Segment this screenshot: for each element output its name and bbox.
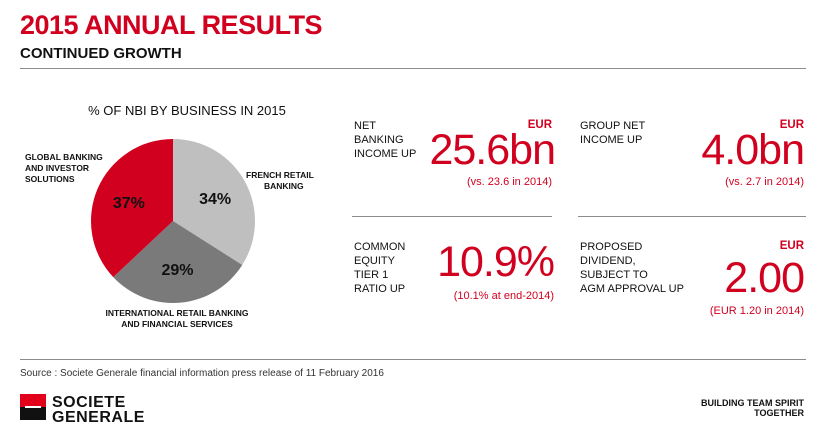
- label-global-line-3: SOLUTIONS: [25, 174, 75, 184]
- label-french-line-2: BANKING: [264, 181, 304, 191]
- nbi-pie-chart: 34% 29% 37%: [90, 139, 255, 303]
- kpi-nbi-note: (vs. 23.6 in 2014): [467, 176, 552, 188]
- kpi-nbi-label-line: BANKING: [354, 134, 404, 146]
- tagline-line-2: TOGETHER: [754, 408, 804, 418]
- kpi-cet1-label-line: TIER 1: [354, 269, 389, 281]
- footer-divider: [20, 359, 806, 360]
- logo-black-block: [20, 407, 46, 420]
- kpi-cet1-label-line: RATIO UP: [354, 283, 406, 295]
- kpi-cet1-label-line: EQUITY: [354, 255, 395, 267]
- societe-generale-logo-icon: [20, 394, 46, 420]
- kpi-cet1-label-line: COMMON: [354, 241, 406, 253]
- page-subtitle: CONTINUED GROWTH: [20, 45, 182, 62]
- kpi-nbi-label-line: INCOME UP: [354, 148, 417, 160]
- kpi-dividend-label-line: SUBJECT TO: [580, 269, 648, 281]
- slice-french-retail: [173, 139, 255, 265]
- kpi-gni-label-line: GROUP NET: [580, 120, 646, 132]
- value-label-international-retail: 29%: [161, 262, 193, 279]
- kpi-nbi-label: NET BANKING INCOME UP: [354, 119, 416, 161]
- value-label-french-retail: 34%: [199, 191, 231, 208]
- logo-white-bar: [25, 406, 41, 408]
- logo-text-line-1: SOCIETE: [52, 394, 126, 411]
- kpi-gni-label: GROUP NET INCOME UP: [580, 119, 645, 147]
- kpi-dividend-label: PROPOSED DIVIDEND, SUBJECT TO AGM APPROV…: [580, 240, 684, 296]
- kpi-dividend-label-line: DIVIDEND,: [580, 255, 636, 267]
- label-international-line-1: INTERNATIONAL RETAIL BANKING: [105, 308, 249, 318]
- kpi-divider-right: [578, 216, 806, 217]
- slice-international-retail: [113, 221, 243, 303]
- kpi-gni-label-line: INCOME UP: [580, 134, 643, 146]
- kpi-gni-currency: EUR: [779, 119, 804, 131]
- chart-title: % OF NBI BY BUSINESS IN 2015: [88, 103, 286, 118]
- page-title: 2015 ANNUAL RESULTS: [20, 10, 323, 40]
- label-global-line-2: AND INVESTOR: [25, 163, 90, 173]
- kpi-dividend-currency: EUR: [779, 240, 804, 252]
- kpi-dividend-note: (EUR 1.20 in 2014): [709, 305, 804, 317]
- kpi-dividend-label-line: PROPOSED: [580, 241, 643, 253]
- logo-red-block: [20, 394, 46, 407]
- kpi-divider-left: [352, 216, 552, 217]
- kpi-dividend-value: 2.00: [724, 254, 805, 302]
- label-international-line-2: AND FINANCIAL SERVICES: [121, 319, 233, 329]
- kpi-cet1-value: 10.9%: [437, 238, 555, 286]
- kpi-gni-value: 4.0bn: [701, 126, 805, 174]
- kpi-nbi-label-line: NET: [354, 120, 376, 132]
- label-international-retail: INTERNATIONAL RETAIL BANKING AND FINANCI…: [82, 308, 272, 330]
- label-global-line-1: GLOBAL BANKING: [25, 152, 103, 162]
- kpi-nbi-value: 25.6bn: [429, 126, 556, 174]
- tagline-line-1: BUILDING TEAM SPIRIT: [701, 398, 804, 408]
- tagline: BUILDING TEAM SPIRIT TOGETHER: [640, 398, 804, 418]
- slice-global-banking: [90, 139, 173, 278]
- logo-text-line-2: GENERALE: [52, 409, 145, 426]
- label-global-banking: GLOBAL BANKING AND INVESTOR SOLUTIONS: [25, 152, 103, 185]
- kpi-cet1-note: (10.1% at end-2014): [453, 290, 554, 302]
- source-note: Source : Societe Generale financial info…: [20, 368, 384, 379]
- kpi-dividend-label-line: AGM APPROVAL UP: [580, 283, 684, 295]
- label-french-retail: FRENCH RETAIL BANKING: [246, 170, 314, 192]
- kpi-cet1-label: COMMON EQUITY TIER 1 RATIO UP: [354, 240, 405, 296]
- header-divider: [20, 68, 806, 69]
- value-label-global-banking: 37%: [113, 195, 145, 212]
- kpi-gni-note: (vs. 2.7 in 2014): [725, 176, 804, 188]
- label-french-line-1: FRENCH RETAIL: [246, 170, 314, 180]
- kpi-nbi-currency: EUR: [527, 119, 552, 131]
